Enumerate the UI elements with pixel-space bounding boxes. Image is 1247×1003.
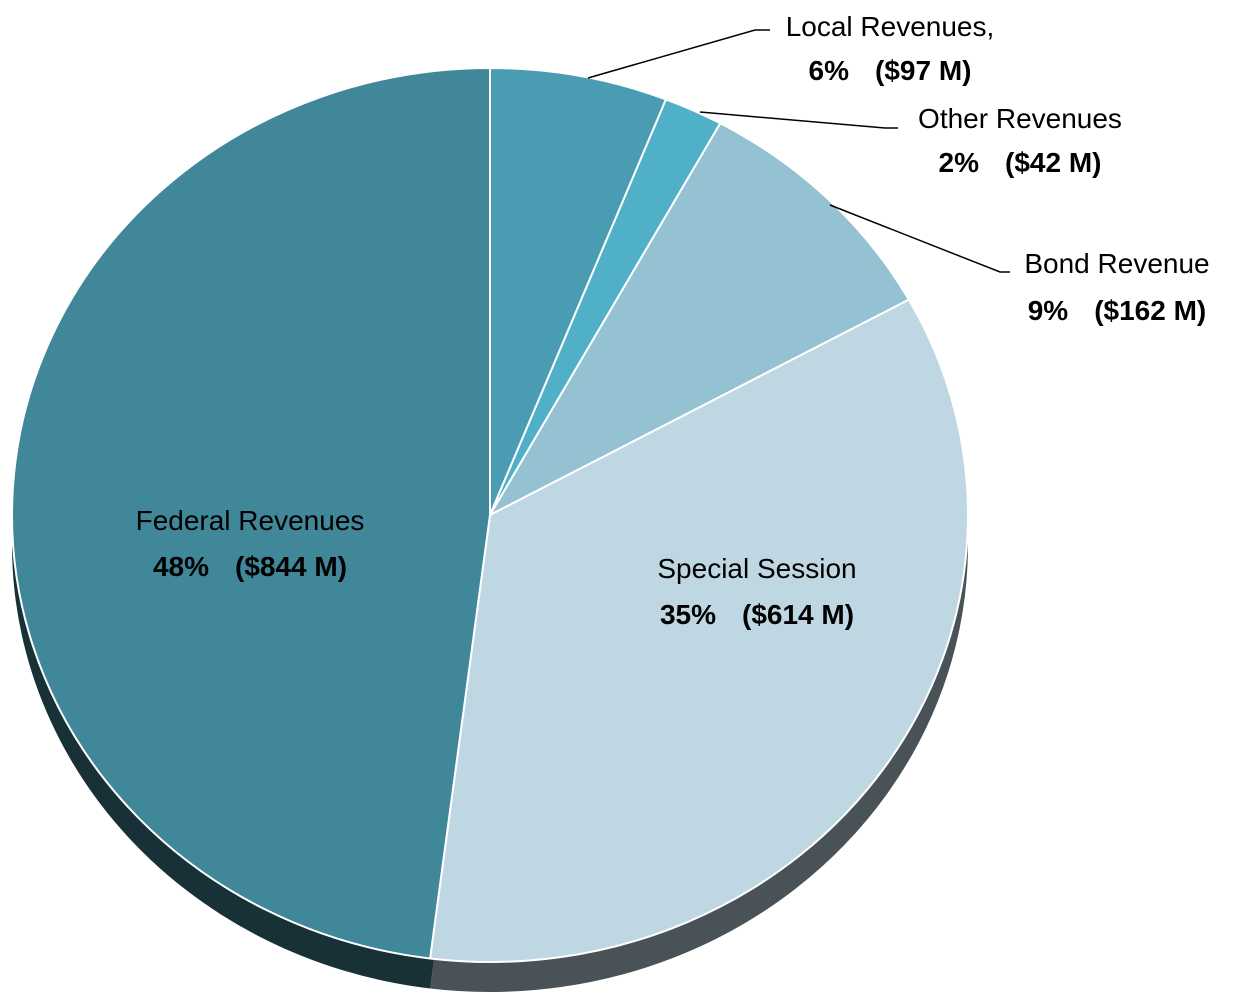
leader-line	[829, 204, 1010, 273]
slice-value: 6% ($97 M)	[809, 55, 972, 86]
amount-label: ($162 M)	[1094, 295, 1206, 326]
amount-label: ($97 M)	[875, 55, 971, 86]
slice-value: 2% ($42 M)	[939, 147, 1102, 178]
percent-label: 35%	[660, 599, 716, 630]
amount-label: ($614 M)	[742, 599, 854, 630]
slice-value: 48% ($844 M)	[153, 551, 347, 582]
amount-label: ($844 M)	[235, 551, 347, 582]
leader-line	[699, 111, 898, 129]
percent-label: 9%	[1028, 295, 1069, 326]
slice-label: Other Revenues	[918, 103, 1122, 134]
leader-line	[587, 29, 770, 79]
percent-label: 48%	[153, 551, 209, 582]
slice-value: 9% ($162 M)	[1028, 295, 1207, 326]
percent-label: 6%	[809, 55, 850, 86]
slice-label: Local Revenues,	[786, 11, 995, 42]
slice	[489, 122, 910, 516]
slice	[11, 67, 491, 960]
slice-label: Special Session	[657, 553, 856, 584]
amount-label: ($42 M)	[1005, 147, 1101, 178]
slice	[429, 298, 969, 963]
percent-label: 2%	[939, 147, 980, 178]
slice	[489, 67, 667, 516]
slice-label: Federal Revenues	[136, 505, 365, 536]
slice-label: Bond Revenue	[1024, 248, 1209, 279]
slice-value: 35% ($614 M)	[660, 599, 854, 630]
